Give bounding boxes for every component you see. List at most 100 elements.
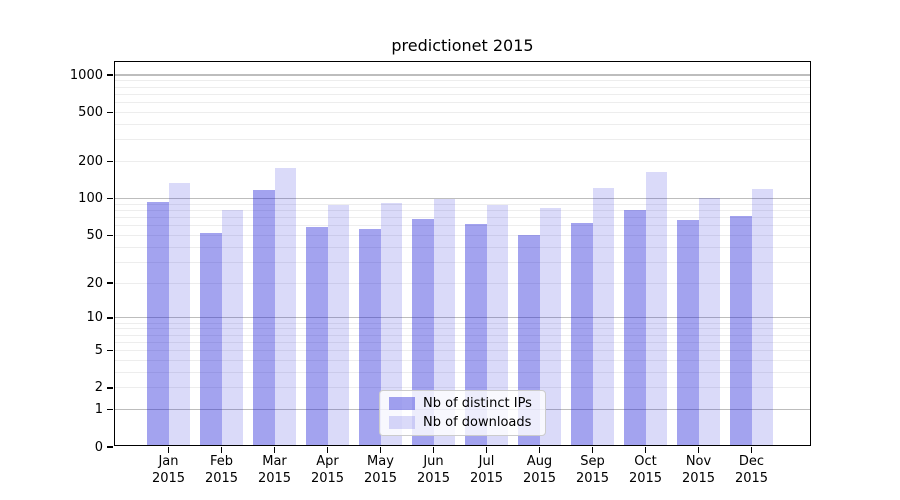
- y-gridline-minor: [115, 282, 810, 284]
- x-tick-label: Aug 2015: [522, 454, 557, 486]
- x-tick-label: Jul 2015: [469, 454, 504, 486]
- y-gridline-minor: [115, 123, 810, 125]
- y-tick-mark: [107, 408, 113, 411]
- x-tick-mark: [538, 447, 541, 453]
- y-gridline-minor: [115, 341, 810, 343]
- y-tick-label: 2: [94, 380, 103, 396]
- y-gridline-major: [115, 317, 810, 319]
- y-gridline-minor: [115, 225, 810, 227]
- x-tick-mark: [220, 447, 223, 453]
- y-gridline-minor: [115, 371, 810, 373]
- plot-area: 0 1 2 5 10 20 50 100 200 500 1000 Jan 2015 Feb 2015 M…: [70, 61, 811, 486]
- legend: Nb of distinct IPs Nb of downloads: [379, 390, 546, 436]
- y-tick-mark: [107, 197, 113, 200]
- y-tick-label: 10: [86, 310, 103, 326]
- y-tick-label: 5: [94, 343, 103, 359]
- y-tick-label: 200: [78, 153, 103, 169]
- x-tick-label: Nov 2015: [681, 454, 716, 486]
- y-gridline-minor: [115, 328, 810, 330]
- y-gridline-minor: [115, 261, 810, 263]
- bar-downloads: [698, 198, 720, 445]
- y-gridline-minor: [115, 209, 810, 211]
- x-tick-label: Sep 2015: [575, 454, 610, 486]
- legend-swatch-downloads: [389, 416, 415, 429]
- y-gridline-minor: [115, 203, 810, 205]
- y-gridline-minor: [115, 139, 810, 141]
- y-gridline-minor: [115, 101, 810, 103]
- bar-distinct-ips: [359, 229, 381, 445]
- bar-downloads: [539, 207, 561, 445]
- y-gridline-minor: [115, 334, 810, 336]
- y-gridline-minor: [115, 93, 810, 95]
- y-tick-mark: [107, 74, 113, 76]
- y-gridline-minor: [115, 234, 810, 236]
- x-tick-label: Jun 2015: [416, 454, 451, 486]
- y-gridline-minor: [115, 111, 810, 113]
- bar-downloads: [592, 188, 614, 445]
- bar-downloads: [327, 204, 349, 445]
- legend-label-downloads: Nb of downloads: [423, 414, 532, 430]
- x-tick-mark: [379, 447, 382, 453]
- bar-downloads: [433, 199, 455, 445]
- y-gridline-minor: [115, 80, 810, 82]
- y-tick-mark: [107, 111, 113, 114]
- x-tick-mark: [697, 447, 700, 453]
- x-tick-label: Jan 2015: [151, 454, 186, 486]
- legend-label-distinct-ips: Nb of distinct IPs: [423, 395, 532, 411]
- y-tick-mark: [107, 317, 113, 319]
- legend-item-distinct-ips: Nb of distinct IPs: [389, 396, 536, 412]
- bar-downloads: [380, 203, 402, 445]
- y-gridline-major: [115, 197, 810, 200]
- y-tick-label: 100: [78, 191, 103, 206]
- bar-distinct-ips: [200, 233, 222, 445]
- y-gridline-minor: [115, 387, 810, 389]
- y-tick-label: 1000: [69, 67, 103, 83]
- bar-distinct-ips: [306, 227, 328, 445]
- x-tick-label: May 2015: [363, 454, 398, 486]
- bar-downloads: [645, 172, 667, 445]
- x-tick-mark: [485, 447, 488, 453]
- bar-downloads: [221, 210, 243, 445]
- y-gridline-minor: [115, 86, 810, 88]
- bar-distinct-ips: [465, 223, 487, 445]
- bar-downloads: [168, 183, 190, 445]
- y-gridline-minor: [115, 246, 810, 248]
- x-tick-mark: [591, 447, 594, 453]
- y-gridline-minor: [115, 359, 810, 361]
- chart-title: predictionet 2015: [391, 36, 534, 55]
- y-tick-label: 1: [94, 402, 103, 418]
- y-tick-label: 20: [86, 275, 103, 291]
- x-tick-mark: [644, 447, 647, 453]
- x-tick-label: Oct 2015: [628, 454, 663, 486]
- bar-distinct-ips: [730, 216, 752, 445]
- x-tick-mark: [326, 447, 329, 453]
- y-tick-mark: [107, 349, 113, 352]
- y-tick-mark: [107, 160, 113, 163]
- y-tick-mark: [107, 234, 113, 237]
- bar-distinct-ips: [677, 220, 699, 445]
- y-gridline-minor: [115, 322, 810, 324]
- bar-distinct-ips: [412, 218, 434, 445]
- legend-swatch-distinct-ips: [389, 397, 415, 410]
- bar-downloads: [751, 189, 773, 445]
- x-tick-label: Dec 2015: [734, 454, 769, 486]
- bar-downloads: [274, 167, 296, 445]
- y-tick-mark: [107, 387, 113, 389]
- y-tick-mark: [107, 282, 113, 284]
- y-tick-mark: [107, 446, 113, 448]
- bar-distinct-ips: [253, 190, 275, 445]
- bar-distinct-ips: [147, 201, 169, 445]
- x-tick-label: Mar 2015: [257, 454, 292, 486]
- bar-downloads: [486, 205, 508, 445]
- y-tick-label: 500: [78, 104, 103, 120]
- y-gridline-minor: [115, 350, 810, 352]
- legend-item-downloads: Nb of downloads: [389, 415, 536, 431]
- x-tick-mark: [167, 447, 170, 453]
- x-tick-mark: [432, 447, 435, 453]
- bar-distinct-ips: [571, 222, 593, 445]
- y-tick-label: 50: [86, 227, 103, 243]
- y-gridline-major: [115, 74, 810, 76]
- y-tick-label: 0: [94, 439, 103, 455]
- x-tick-mark: [273, 447, 276, 453]
